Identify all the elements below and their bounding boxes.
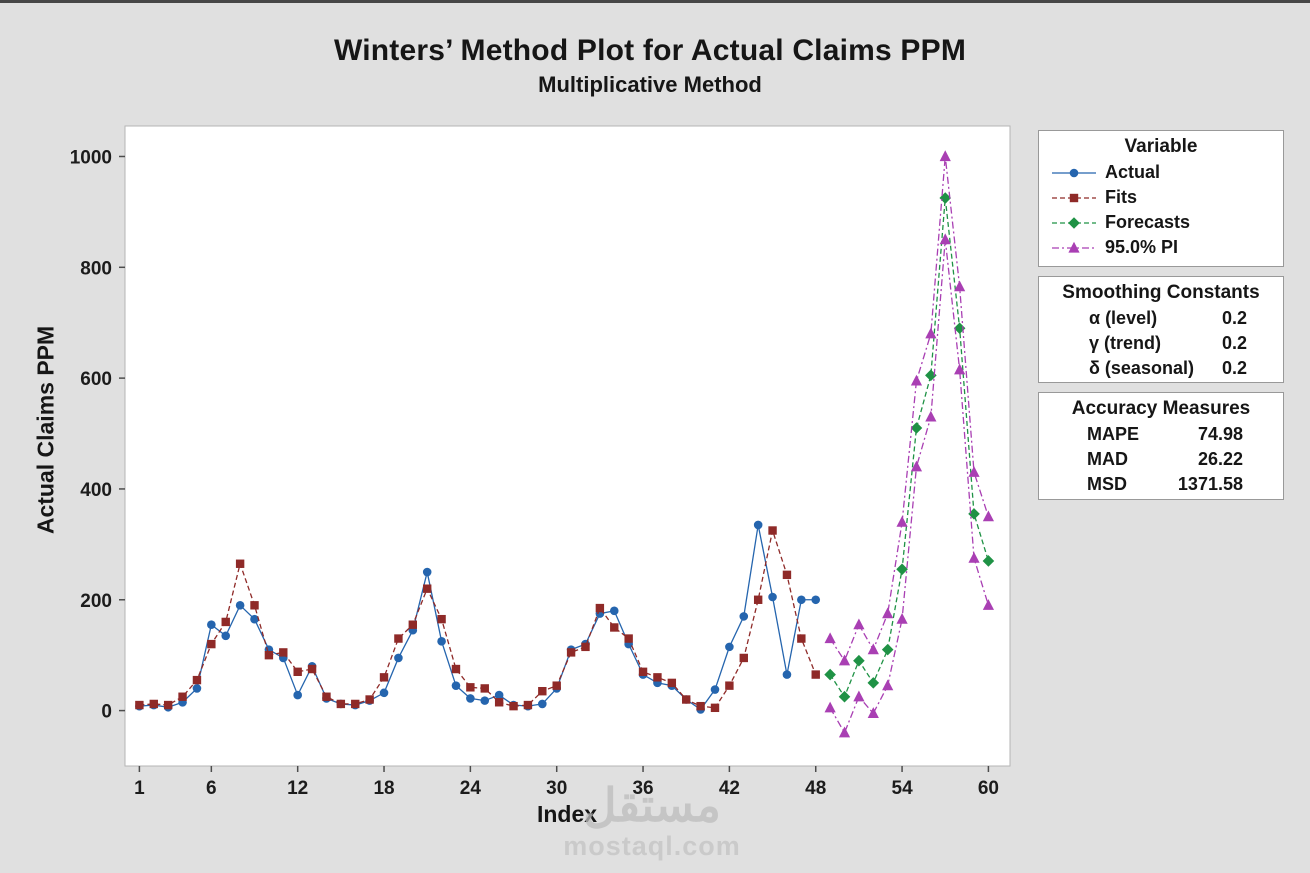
y-axis-ticks: 0 200 400 600 800 1000 <box>70 147 125 723</box>
smoothing-row-alpha: α (level) 0.2 <box>1039 306 1283 331</box>
svg-text:400: 400 <box>80 480 112 501</box>
svg-text:60: 60 <box>978 778 999 799</box>
legend-item-actual: Actual <box>1039 160 1283 185</box>
legend-label: Fits <box>1105 187 1138 207</box>
accuracy-label-mape: MAPE <box>1087 424 1140 444</box>
smoothing-row-gamma: γ (trend) 0.2 <box>1039 331 1283 356</box>
legend-sample <box>1052 241 1096 253</box>
svg-text:800: 800 <box>80 258 112 279</box>
accuracy-measures-box: Accuracy Measures MAPE 74.98 MAD 26.22 M… <box>1038 392 1284 500</box>
smoothing-header: Smoothing Constants <box>1062 282 1260 303</box>
window-top-edge <box>0 0 1310 3</box>
watermark-latin: mostaql.com <box>563 831 741 861</box>
plot-area: 0 200 400 600 800 1000 1 6 12 18 24 30 36 42 48 54 60 <box>70 125 1011 799</box>
smoothing-constants-box: Smoothing Constants α (level) 0.2 γ (tre… <box>1038 276 1284 383</box>
accuracy-header: Accuracy Measures <box>1071 398 1251 419</box>
svg-text:600: 600 <box>80 369 112 390</box>
legend-header: Variable <box>1124 136 1198 157</box>
svg-text:24: 24 <box>460 778 482 799</box>
chart-subtitle: Multiplicative Method <box>538 72 762 97</box>
svg-text:42: 42 <box>719 778 740 799</box>
smoothing-value-delta: 0.2 <box>1221 358 1247 378</box>
legend-sample <box>1052 193 1096 202</box>
x-axis-title: Index <box>536 801 598 827</box>
legend-box: Variable Actual Fits Forecasts 95.0% PI <box>1038 130 1284 267</box>
svg-text:12: 12 <box>287 778 308 799</box>
smoothing-label-delta: δ (seasonal) <box>1089 358 1194 378</box>
legend-sample <box>1052 216 1096 229</box>
title-block: Winters’ Method Plot for Actual Claims P… <box>0 34 1300 98</box>
legend-item-95-0-pi: 95.0% PI <box>1039 235 1283 260</box>
accuracy-row-msd: MSD 1371.58 <box>1039 472 1283 497</box>
series-95-0-pi <box>824 150 995 738</box>
accuracy-value-msd: 1371.58 <box>1177 474 1243 494</box>
svg-text:1: 1 <box>134 778 145 799</box>
svg-text:36: 36 <box>632 778 653 799</box>
legend-sample <box>1052 168 1096 177</box>
smoothing-label-gamma: γ (trend) <box>1089 333 1161 353</box>
legend-item-forecasts: Forecasts <box>1039 210 1283 235</box>
smoothing-value-gamma: 0.2 <box>1221 333 1247 353</box>
accuracy-label-mad: MAD <box>1087 449 1128 469</box>
svg-text:6: 6 <box>206 778 217 799</box>
legend-items: Actual Fits Forecasts 95.0% PI <box>1039 160 1283 260</box>
svg-text:48: 48 <box>805 778 826 799</box>
svg-text:0: 0 <box>101 702 112 723</box>
smoothing-label-alpha: α (level) <box>1089 308 1158 328</box>
accuracy-value-mad: 26.22 <box>1197 449 1243 469</box>
series-forecasts <box>824 192 995 703</box>
smoothing-value-alpha: 0.2 <box>1221 308 1247 328</box>
legend-label: Forecasts <box>1105 212 1191 232</box>
svg-text:54: 54 <box>892 778 914 799</box>
smoothing-row-delta: δ (seasonal) 0.2 <box>1039 356 1283 381</box>
svg-text:1000: 1000 <box>70 147 112 168</box>
chart-title: Winters’ Method Plot for Actual Claims P… <box>333 34 967 67</box>
legend-label: Actual <box>1105 162 1161 182</box>
svg-text:200: 200 <box>80 591 112 612</box>
svg-text:30: 30 <box>546 778 567 799</box>
svg-text:18: 18 <box>373 778 394 799</box>
x-axis-ticks: 1 6 12 18 24 30 36 42 48 54 60 <box>134 766 999 799</box>
legend-label: 95.0% PI <box>1105 237 1179 257</box>
accuracy-row-mad: MAD 26.22 <box>1039 447 1283 472</box>
legend-item-fits: Fits <box>1039 185 1283 210</box>
accuracy-label-msd: MSD <box>1087 474 1127 494</box>
series-fits <box>135 526 820 713</box>
accuracy-value-mape: 74.98 <box>1197 424 1243 444</box>
plot-frame <box>124 125 1011 767</box>
accuracy-row-mape: MAPE 74.98 <box>1039 422 1283 447</box>
